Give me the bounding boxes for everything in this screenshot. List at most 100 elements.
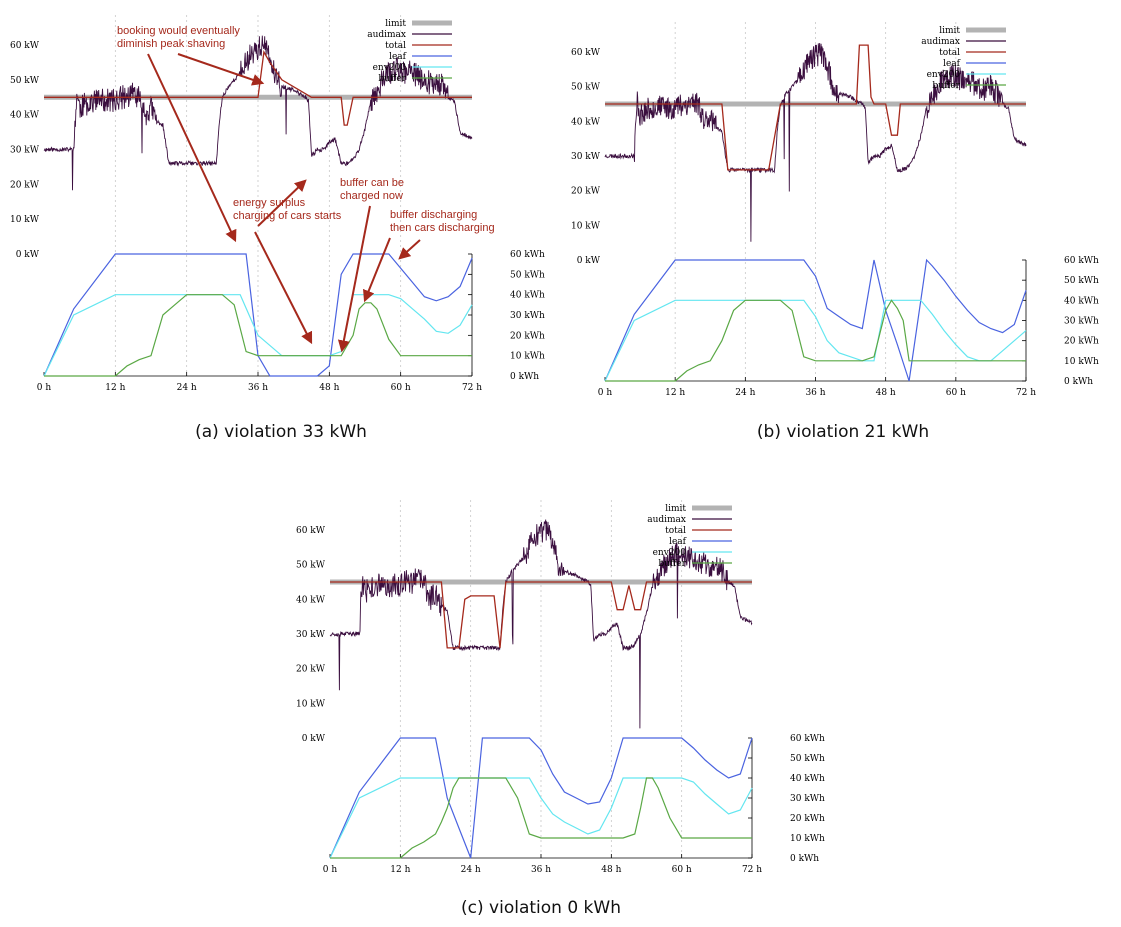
y-right-tick-label: 20 kWh bbox=[510, 331, 545, 341]
x-tick-label: 36 h bbox=[531, 865, 551, 875]
y-left-tick-label: 30 kW bbox=[296, 630, 326, 640]
x-tick-label: 60 h bbox=[672, 865, 692, 875]
y-left-tick-label: 40 kW bbox=[571, 117, 601, 127]
series-audimax bbox=[329, 519, 753, 729]
y-left-tick-label: 0 kW bbox=[302, 734, 326, 744]
x-tick-label: 72 h bbox=[1016, 388, 1036, 398]
legend-label: buffer bbox=[378, 74, 406, 84]
y-left-tick-label: 20 kW bbox=[571, 187, 601, 197]
legend-label: env200 bbox=[927, 70, 961, 80]
legend-label: leaf bbox=[389, 52, 407, 62]
annotation-text: buffer can be bbox=[340, 177, 404, 189]
legend-label: audimax bbox=[921, 37, 960, 47]
x-tick-label: 48 h bbox=[319, 383, 339, 393]
y-left-tick-label: 30 kW bbox=[571, 152, 601, 162]
annotation-text: charging of cars starts bbox=[233, 210, 342, 222]
series-total bbox=[330, 581, 752, 649]
series-env200 bbox=[329, 777, 753, 859]
y-left-tick-label: 60 kW bbox=[296, 526, 326, 536]
panel-caption: (a) violation 33 kWh bbox=[195, 422, 367, 442]
x-tick-label: 48 h bbox=[601, 865, 621, 875]
y-left-tick-label: 0 kW bbox=[16, 250, 40, 260]
legend-label: total bbox=[939, 48, 960, 58]
y-left-tick-label: 10 kW bbox=[296, 699, 326, 709]
x-tick-label: 0 h bbox=[598, 388, 613, 398]
y-right-tick-label: 40 kWh bbox=[510, 291, 545, 301]
panel-caption: (c) violation 0 kWh bbox=[461, 898, 621, 918]
legend-label: leaf bbox=[669, 537, 687, 547]
chart-panel-1: 0 h 12 h 24 h 36 h 48 h 60 h 72 h 0 kW 10 kW 20 k… bbox=[10, 14, 545, 442]
annotation-arrow bbox=[398, 239, 421, 260]
x-tick-label: 24 h bbox=[735, 388, 755, 398]
series-leaf bbox=[604, 258, 1027, 382]
series-buffer bbox=[605, 299, 1026, 382]
x-tick-label: 72 h bbox=[742, 865, 762, 875]
y-right-tick-label: 50 kWh bbox=[510, 270, 545, 280]
annotation-text: charged now bbox=[340, 190, 403, 202]
legend-label: audimax bbox=[367, 30, 406, 40]
series-buffer bbox=[44, 294, 472, 377]
y-right-tick-label: 60 kWh bbox=[1064, 256, 1099, 266]
legend-label: limit bbox=[939, 26, 960, 36]
legend-label: limit bbox=[385, 19, 406, 29]
annotation-text: buffer discharging bbox=[390, 209, 477, 221]
legend-label: audimax bbox=[647, 515, 686, 525]
legend-label: total bbox=[385, 41, 406, 51]
x-tick-label: 24 h bbox=[461, 865, 481, 875]
series-total bbox=[605, 44, 1026, 171]
y-left-tick-label: 60 kW bbox=[10, 41, 40, 51]
series-leaf bbox=[329, 737, 753, 859]
annotation-arrow bbox=[254, 231, 313, 345]
legend-label: env200 bbox=[373, 63, 407, 73]
y-right-tick-label: 0 kWh bbox=[1064, 377, 1093, 387]
y-left-tick-label: 50 kW bbox=[296, 561, 326, 571]
y-left-tick-label: 20 kW bbox=[10, 180, 40, 190]
y-right-tick-label: 40 kWh bbox=[790, 774, 825, 784]
y-right-tick-label: 60 kWh bbox=[790, 734, 825, 744]
y-right-tick-label: 30 kWh bbox=[510, 311, 545, 321]
y-left-tick-label: 10 kW bbox=[10, 215, 40, 225]
y-right-tick-label: 60 kWh bbox=[510, 250, 545, 260]
x-tick-label: 72 h bbox=[462, 383, 482, 393]
annotation-arrow bbox=[257, 179, 307, 227]
annotation-text: diminish peak shaving bbox=[117, 38, 225, 50]
annotation-arrow bbox=[337, 205, 371, 353]
legend-label: total bbox=[665, 526, 686, 536]
legend-label: leaf bbox=[943, 59, 961, 69]
legend-label: limit bbox=[665, 504, 686, 514]
x-tick-label: 36 h bbox=[805, 388, 825, 398]
y-right-tick-label: 30 kWh bbox=[790, 794, 825, 804]
y-left-tick-label: 40 kW bbox=[296, 595, 326, 605]
y-right-tick-label: 10 kWh bbox=[1064, 357, 1099, 367]
legend-label: env200 bbox=[653, 548, 687, 558]
y-left-tick-label: 30 kW bbox=[10, 146, 40, 156]
x-tick-label: 12 h bbox=[390, 865, 410, 875]
y-right-tick-label: 10 kWh bbox=[790, 834, 825, 844]
y-left-tick-label: 10 kW bbox=[571, 221, 601, 231]
y-right-tick-label: 20 kWh bbox=[790, 814, 825, 824]
series-buffer bbox=[330, 777, 752, 859]
x-tick-label: 0 h bbox=[323, 865, 338, 875]
y-left-tick-label: 20 kW bbox=[296, 665, 326, 675]
y-right-tick-label: 0 kWh bbox=[510, 372, 539, 382]
y-right-tick-label: 20 kWh bbox=[1064, 337, 1099, 347]
x-tick-label: 0 h bbox=[37, 383, 52, 393]
x-tick-label: 12 h bbox=[665, 388, 685, 398]
y-left-tick-label: 60 kW bbox=[571, 48, 601, 58]
y-right-tick-label: 10 kWh bbox=[510, 352, 545, 362]
x-tick-label: 36 h bbox=[248, 383, 268, 393]
annotation-text: then cars discharging bbox=[390, 222, 495, 234]
y-left-tick-label: 0 kW bbox=[577, 256, 601, 266]
y-left-tick-label: 50 kW bbox=[10, 76, 40, 86]
y-left-tick-label: 40 kW bbox=[10, 111, 40, 121]
panel-caption: (b) violation 21 kWh bbox=[757, 422, 929, 442]
x-tick-label: 48 h bbox=[876, 388, 896, 398]
annotation-arrow bbox=[147, 53, 237, 243]
series-env200 bbox=[604, 299, 1027, 382]
series-total bbox=[44, 50, 472, 126]
y-right-tick-label: 50 kWh bbox=[790, 754, 825, 764]
x-tick-label: 24 h bbox=[177, 383, 197, 393]
annotation-arrow bbox=[363, 237, 391, 303]
